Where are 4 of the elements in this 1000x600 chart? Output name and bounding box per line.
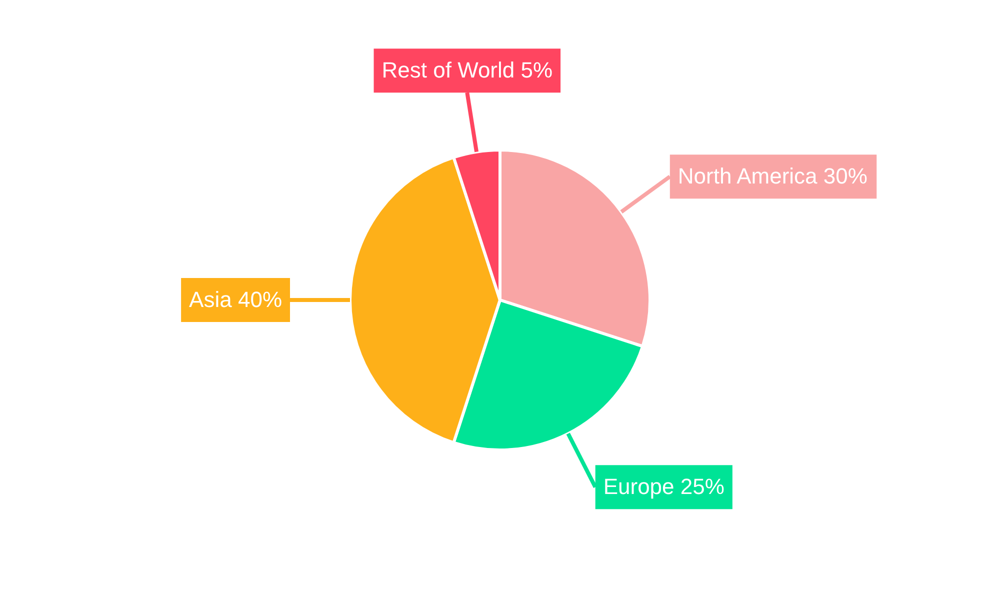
slice-label: Asia 40% xyxy=(189,287,282,312)
slice-label: Rest of World 5% xyxy=(382,58,553,83)
slice-label: Europe 25% xyxy=(603,474,724,500)
slice-label: North America 30% xyxy=(678,164,868,189)
